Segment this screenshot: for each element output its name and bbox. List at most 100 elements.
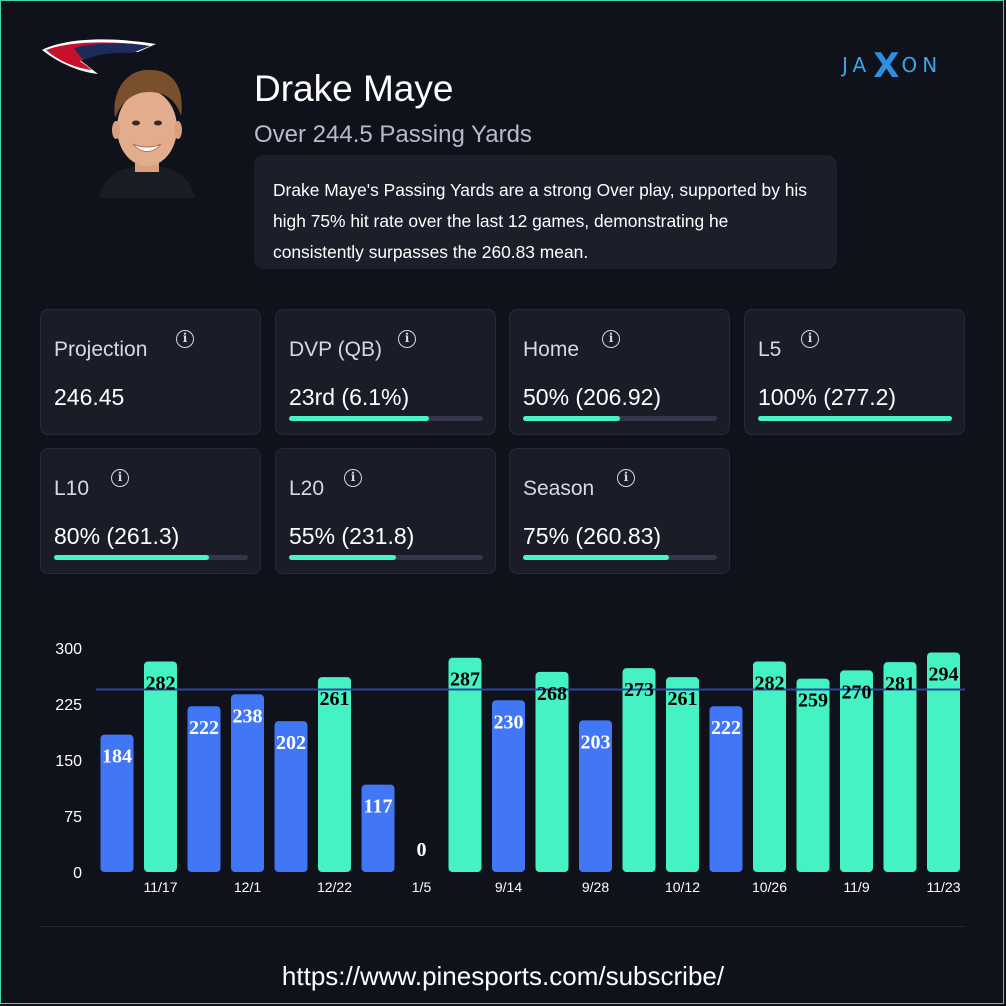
bar-value-label: 282 [146, 672, 176, 694]
bar [535, 671, 569, 872]
bar-value-label: 238 [233, 705, 263, 727]
x-tick-label: 11/17 [144, 879, 178, 895]
info-icon[interactable]: i [398, 330, 416, 348]
stat-card-dvp: DVP (QB) i 23rd (6.1%) [275, 309, 496, 435]
info-icon[interactable]: i [344, 469, 362, 487]
x-tick-label: 11/23 [927, 879, 961, 895]
stat-card-season: Season i 75% (260.83) [509, 448, 730, 574]
bar [187, 706, 221, 872]
stat-progress-fill [758, 416, 952, 421]
bar-value-label: 273 [624, 679, 654, 701]
bar [927, 652, 960, 872]
stat-value: 80% (261.3) [54, 523, 180, 549]
bar-value-label: 184 [102, 746, 132, 768]
stat-progress-fill [54, 555, 210, 560]
bar [100, 734, 134, 872]
stat-label: Projection [54, 338, 148, 361]
bar-value-label: 268 [537, 683, 567, 705]
bar-value-label: 222 [711, 717, 741, 739]
bar-value-label: 203 [581, 731, 611, 753]
prop-line: Over 244.5 Passing Yards [254, 121, 532, 148]
brand-right: ON [901, 53, 943, 77]
footer-divider [40, 926, 965, 927]
info-icon[interactable]: i [176, 330, 194, 348]
x-tick-label: 9/28 [582, 879, 609, 895]
stat-card-home: Home i 50% (206.92) [509, 309, 730, 435]
stat-label: DVP (QB) [289, 338, 382, 361]
stat-value: 246.45 [54, 384, 125, 410]
info-icon[interactable]: i [617, 469, 635, 487]
bar-value-label: 270 [842, 681, 872, 703]
info-icon[interactable]: i [111, 469, 129, 487]
bar-value-label: 287 [450, 669, 480, 691]
bar-value-label: 117 [364, 796, 393, 818]
y-tick-label: 225 [55, 697, 82, 714]
stat-card-l10: L10 i 80% (261.3) [40, 448, 261, 574]
x-tick-label: 9/14 [495, 879, 522, 895]
stat-value: 23rd (6.1%) [289, 384, 410, 410]
player-name: Drake Maye [254, 68, 454, 109]
x-tick-label: 1/5 [412, 879, 432, 895]
x-tick-label: 12/1 [234, 879, 261, 895]
stat-progress-fill [523, 416, 620, 421]
bar [753, 661, 786, 872]
x-tick-label: 10/26 [752, 879, 787, 895]
summary-text: Drake Maye's Passing Yards are a strong … [254, 155, 837, 269]
stat-progress-track [523, 416, 717, 421]
stat-value: 55% (231.8) [289, 523, 415, 549]
bar-value-label: 0 [417, 839, 427, 861]
bar-value-label: 281 [885, 673, 915, 695]
stat-value: 75% (260.83) [523, 523, 662, 549]
stat-card-projection: Projection i 246.45 [40, 309, 261, 435]
y-tick-label: 300 [55, 641, 82, 658]
bar [883, 662, 917, 872]
x-tick-label: 11/9 [843, 879, 869, 895]
bar-value-label: 261 [320, 688, 350, 710]
stat-label: Season [523, 477, 595, 500]
stat-progress-track [523, 555, 717, 560]
stat-label: L20 [289, 477, 325, 500]
bar [622, 668, 656, 872]
bar-value-label: 230 [494, 711, 524, 733]
bar-value-label: 259 [798, 690, 828, 712]
player-headshot [99, 69, 195, 198]
stat-progress-track [289, 416, 483, 421]
stat-label: L10 [54, 477, 90, 500]
bar [361, 784, 395, 872]
bar-value-label: 202 [276, 732, 306, 754]
bar [796, 678, 830, 872]
info-icon[interactable]: i [602, 330, 620, 348]
bar [274, 721, 308, 872]
stat-label: L5 [758, 338, 782, 361]
info-icon[interactable]: i [801, 330, 819, 348]
team-logo-icon [42, 39, 156, 74]
subscribe-link[interactable]: https://www.pinesports.com/subscribe/ [281, 961, 725, 991]
stat-progress-track [758, 416, 952, 421]
bar [666, 677, 699, 872]
stat-progress-track [54, 555, 248, 560]
bar [840, 670, 873, 872]
y-tick-label: 75 [64, 809, 82, 826]
stat-progress-fill [289, 416, 429, 421]
bar [709, 706, 743, 872]
stat-progress-fill [289, 555, 396, 560]
stat-label: Home [523, 338, 580, 361]
brand-x: X [873, 46, 900, 86]
stat-progress-fill [523, 555, 669, 560]
x-tick-label: 10/12 [665, 879, 700, 895]
stat-card-l20: L20 i 55% (231.8) [275, 448, 496, 574]
bar-value-label: 222 [189, 717, 219, 739]
stat-progress-track [289, 555, 483, 560]
bar-value-label: 282 [755, 672, 785, 694]
bar [448, 657, 482, 872]
passing-yards-chart: 0 75 150 225 300 184 282 222 238 202 261 117 0 287 230… [55, 641, 965, 895]
x-tick-label: 12/22 [317, 879, 352, 895]
bar [492, 700, 525, 872]
bar [144, 661, 177, 872]
y-tick-label: 0 [73, 865, 82, 882]
bar [318, 677, 351, 872]
brand-logo: JAX ON [842, 46, 942, 86]
bar-value-label: 294 [929, 663, 959, 685]
bar-value-label: 261 [668, 688, 698, 710]
y-tick-label: 150 [55, 753, 82, 770]
